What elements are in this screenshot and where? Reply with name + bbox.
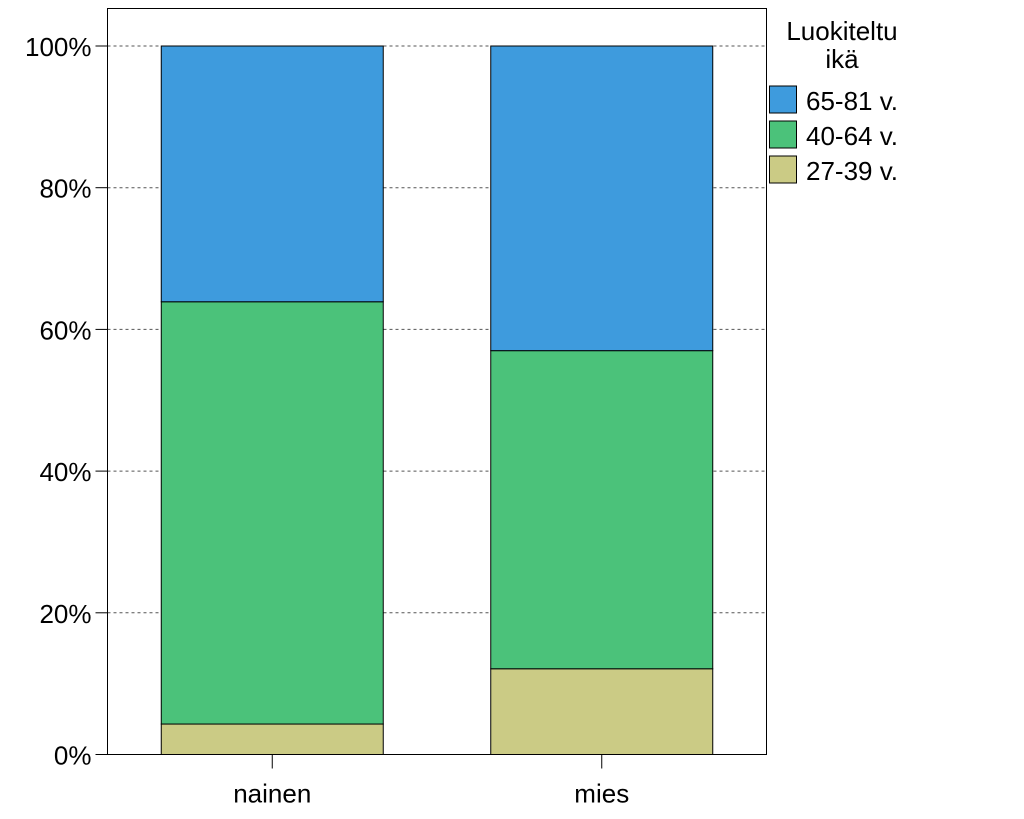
legend-entry-label: 27-39 v. — [806, 156, 898, 186]
legend-swatch — [769, 85, 797, 114]
bar-nainen-65-81-v- — [160, 45, 384, 303]
y-tick-label: 60% — [39, 315, 91, 345]
bar-nainen-40-64-v- — [160, 301, 384, 725]
y-tick-label: 40% — [39, 457, 91, 487]
bar-mies-40-64-v- — [490, 350, 714, 670]
y-tick-label: 0% — [54, 741, 92, 771]
legend-title: ikä — [825, 44, 859, 74]
bars — [160, 45, 714, 755]
legend-title: Luokiteltu — [786, 16, 897, 46]
x-tick-label: nainen — [233, 779, 311, 809]
legend-swatch — [769, 155, 797, 184]
legend-entry-label: 40-64 v. — [806, 121, 898, 151]
plot-frame — [107, 8, 767, 755]
bar-nainen-27-39-v- — [160, 723, 384, 755]
y-tick-label: 20% — [39, 599, 91, 629]
x-tick-label: mies — [574, 779, 629, 809]
y-tick-label: 80% — [39, 174, 91, 204]
y-tick-label: 100% — [25, 32, 92, 62]
legend-swatch — [769, 120, 797, 149]
legend-entry-label: 65-81 v. — [806, 86, 898, 116]
axes: 0% 20% 40% 60% 80% 100% nainen mies — [25, 32, 629, 809]
bar-mies-65-81-v- — [490, 45, 714, 352]
bar-mies-27-39-v- — [490, 668, 714, 755]
